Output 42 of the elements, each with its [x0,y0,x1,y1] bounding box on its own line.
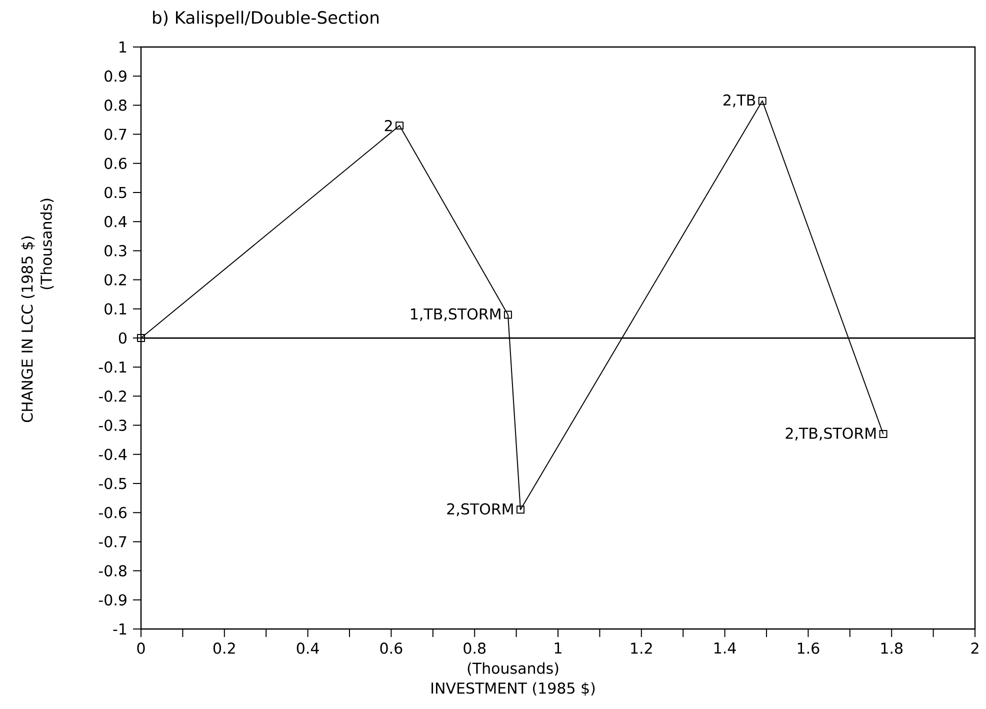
y-tick-label: 0.8 [104,100,126,111]
annotation: 2,TB [723,94,756,108]
y-tick-label: -0.7 [98,536,126,548]
y-tick-label: 0.1 [104,303,126,315]
x-tick-label: 0.8 [464,642,486,654]
x-tick-label: 0 [137,642,145,654]
y-tick-label: -0.6 [98,506,127,518]
y-tick-label: 0.7 [104,128,126,140]
x-axis-title: INVESTMENT (1985 $) [432,682,595,696]
x-tick-label: 1.4 [714,642,736,654]
y-tick-label: 0.9 [104,70,126,82]
text: (Thousands) [40,198,54,290]
y-tick-label: -0.4 [98,448,127,460]
y-tick-label: 0 [118,332,126,344]
y-tick-label: -0.8 [98,565,126,576]
y-tick-label: -0.5 [98,478,126,490]
x-tick-label: 1.8 [881,642,902,654]
y-tick-label: 0.2 [104,274,126,286]
y-tick-label: 0.4 [104,216,127,228]
x-tick-label: 0.4 [296,642,319,654]
y-tick-label: 0.3 [104,245,126,256]
x-tick-label: 1.6 [798,642,820,654]
y-tick-label: 1 [120,42,126,52]
y-tick-label: 0.5 [104,186,126,198]
x-tick-label: 2 [971,642,978,654]
y-tick-label: -0.9 [98,594,126,606]
y-tick-label: -0.3 [98,420,126,431]
chart-title: b) Kalispell/Double-Section [153,10,378,28]
y-tick-label: 0.6 [104,158,127,170]
y-tick-label: -1 [113,624,126,634]
x-tick-label: 0.2 [213,642,235,654]
annotation: 2,STORM [447,503,513,516]
text: (Thousands) [468,662,558,676]
y-tick-label: -0.2 [98,390,126,402]
annotation: 2,TB,STORM [786,428,876,440]
annotation: 1,TB,STORM [411,308,500,322]
y-axis-title: CHANGE IN LCC (1985 $) [21,236,35,422]
x-tick-label: 0.6 [380,642,402,654]
x-tick-label: 1 [554,642,562,654]
y-tick-label: -0.1 [98,361,126,373]
annotation: 2 [384,120,392,132]
x-tick-label: 1.2 [631,642,652,654]
